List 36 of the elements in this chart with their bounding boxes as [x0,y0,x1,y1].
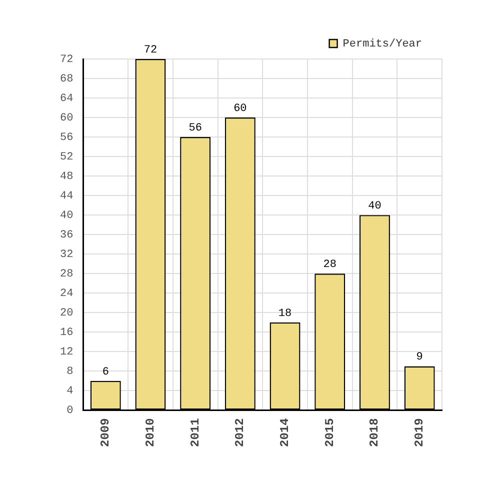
data-label: 72 [144,44,158,56]
x-tick-label: 2019 [412,418,427,448]
data-label: 28 [323,259,336,272]
x-tick-label: 2015 [322,418,337,448]
y-tick-label: 64 [60,92,74,105]
x-tick-label: 2012 [233,418,248,448]
data-label: 56 [188,122,202,134]
y-tick-label: 72 [60,54,74,66]
x-tick-label: 2018 [368,418,382,448]
y-tick-label: 36 [60,230,74,242]
legend-label: Permits/Year [342,38,422,50]
data-label: 18 [278,308,292,320]
y-tick-label: 56 [60,132,74,144]
x-tick-label: 2014 [278,418,292,448]
x-tick-label: 2009 [98,418,113,448]
y-tick-label: 4 [66,386,74,398]
y-tick-label: 12 [60,346,74,359]
y-tick-label: 20 [60,308,74,320]
y-tick-label: 44 [60,190,74,202]
y-tick-label: 52 [60,151,74,164]
y-tick-label: 8 [66,366,74,378]
y-tick-label: 0 [66,405,74,418]
y-tick-label: 40 [60,210,74,222]
data-label: 9 [416,352,423,364]
y-tick-label: 32 [60,249,74,262]
data-label: 40 [368,200,382,212]
y-tick-label: 60 [60,112,74,124]
y-tick-label: 48 [60,170,74,183]
x-tick-label: 2011 [188,418,202,448]
data-label: 6 [102,366,109,378]
y-tick-label: 68 [60,73,74,86]
y-tick-label: 24 [60,288,74,300]
y-tick-label: 16 [60,327,74,340]
y-tick-label: 28 [60,268,74,281]
x-tick-label: 2010 [143,418,158,448]
data-label: 60 [234,102,247,115]
